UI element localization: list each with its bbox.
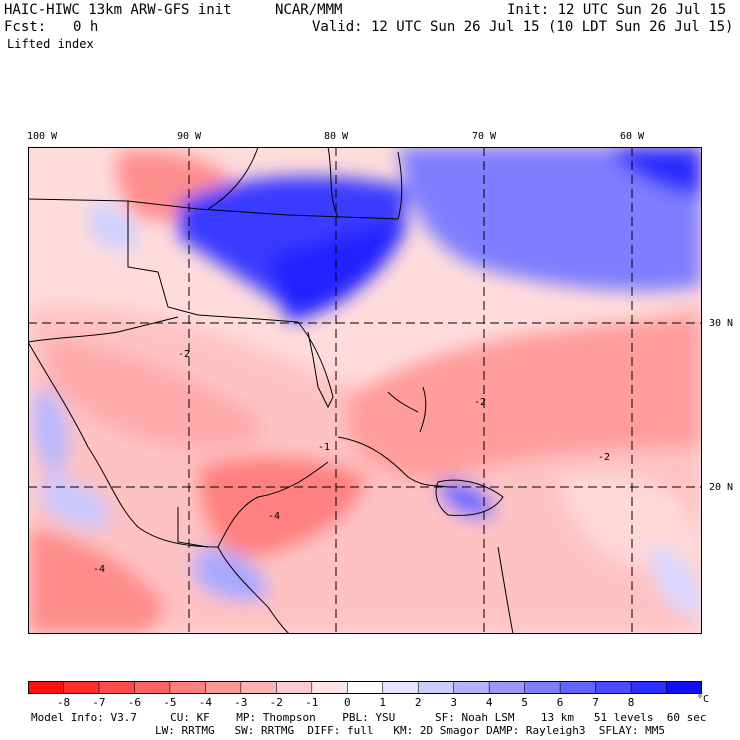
colorbar-tick-label: 6 [556, 696, 564, 709]
colorbar-unit: °C [697, 694, 710, 705]
colorbar-tick-label: -4 [198, 696, 213, 709]
org-label: NCAR/MMM [275, 2, 343, 18]
colorbar-cell [276, 681, 313, 694]
colorbar-cell [382, 681, 419, 694]
colorbar-cell [311, 681, 348, 694]
colorbar-tick-label: 2 [414, 696, 422, 709]
colorbar-tick-label: -6 [127, 696, 142, 709]
colorbar-tick-label: 7 [592, 696, 599, 709]
colorbar-cell [347, 681, 384, 694]
init-time: Init: 12 UTC Sun 26 Jul 15 [507, 2, 727, 18]
colorbar-cell [28, 681, 65, 694]
colorbar-cell [205, 681, 242, 694]
contour-label: -2 [474, 397, 486, 408]
fcst-value: 0 h [73, 19, 99, 35]
colorbar-tick-label: 1 [379, 696, 386, 709]
coastlines [28, 147, 514, 634]
field-name: Lifted index [7, 37, 94, 51]
colorbar-tick-label: 5 [521, 696, 528, 709]
lon-label-70w: 70 W [471, 131, 497, 142]
contour-labels: -2 -4 -1 -2 -4 -2 [93, 349, 610, 575]
colorbar-tick-label: 8 [627, 696, 635, 709]
colorbar-cell [240, 681, 277, 694]
lon-label-60w: 60 W [619, 131, 645, 142]
colorbar-tick-label: -8 [56, 696, 71, 709]
colorbar-tick-label: -7 [92, 696, 106, 709]
colorbar-cell [560, 681, 597, 694]
lat-label-20n: 20 N [709, 482, 734, 493]
model-info-line2: LW: RRTMG SW: RRTMG DIFF: full KM: 2D Sm… [155, 724, 665, 737]
contour-label: -4 [268, 511, 280, 522]
colorbar-cell [418, 681, 455, 694]
colorbar-cell [666, 681, 702, 694]
colorbar-cell [489, 681, 526, 694]
colorbar-tick-label: -5 [163, 696, 177, 709]
colorbar-tick-label: -2 [269, 696, 283, 709]
lat-lon-grid [28, 147, 702, 634]
lifted-index-map: -2 -4 -1 -2 -4 -2 [28, 147, 702, 634]
colorbar-cell [595, 681, 632, 694]
colorbar-cell [524, 681, 561, 694]
colorbar-tick-label: -3 [234, 696, 248, 709]
colorbar-cell [63, 681, 100, 694]
colorbar-tick-label: -1 [305, 696, 319, 709]
model-info-line1: Model Info: V3.7 CU: KF MP: Thompson PBL… [31, 711, 707, 724]
lon-label-80w: 80 W [323, 131, 349, 142]
lon-label-90w: 90 W [176, 131, 202, 142]
colorbar-cell [134, 681, 171, 694]
model-title: HAIC-HIWC 13km ARW-GFS init [4, 2, 232, 18]
lon-label-100w: 100 W [26, 131, 58, 142]
colorbar-tick-label: 4 [485, 696, 493, 709]
colorbar-cell [631, 681, 668, 694]
contour-label: -4 [93, 564, 105, 575]
contour-label: -2 [598, 452, 610, 463]
contour-label: -2 [178, 349, 190, 360]
colorbar-tick-label: 0 [343, 696, 351, 709]
colorbar-tick-label: 3 [450, 696, 457, 709]
fcst-label: Fcst: [4, 19, 47, 35]
contour-label: -1 [318, 442, 330, 453]
colorbar-cell [169, 681, 206, 694]
colorbar-cell [98, 681, 136, 694]
lifted-index-shading [28, 147, 702, 634]
valid-time: Valid: 12 UTC Sun 26 Jul 15 (10 LDT Sun … [312, 19, 734, 35]
colorbar [28, 681, 702, 694]
colorbar-cell [453, 681, 490, 694]
lat-label-30n: 30 N [709, 318, 734, 329]
